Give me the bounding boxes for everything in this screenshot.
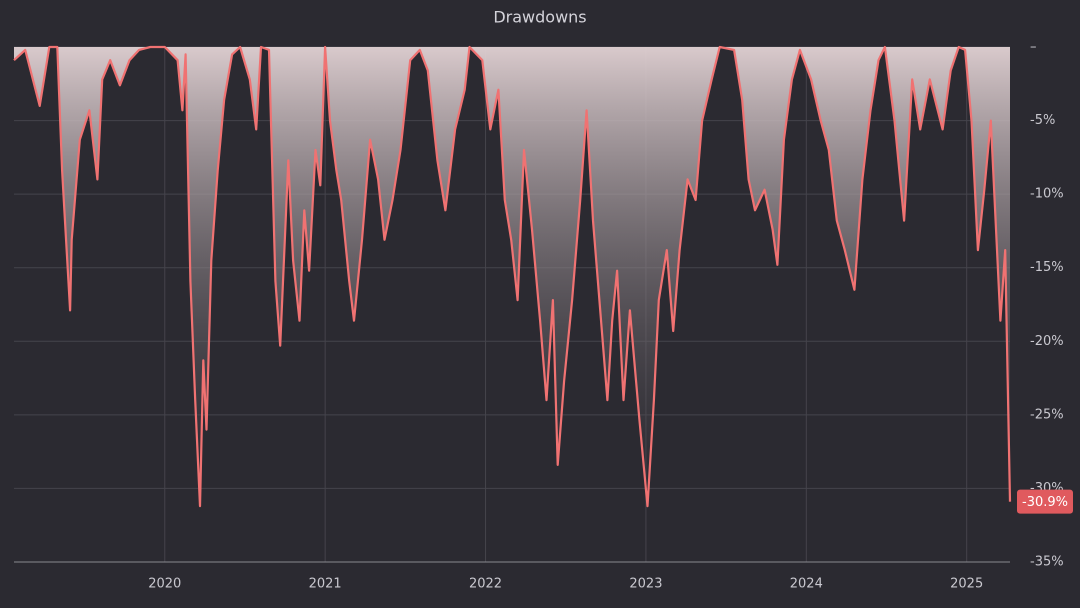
y-tick-label: -10%: [1030, 187, 1064, 202]
y-tick-label: -25%: [1030, 407, 1064, 422]
line: [13, 45, 1012, 508]
chart-title: Drawdowns: [493, 8, 586, 27]
y-tick-label: -5%: [1030, 113, 1055, 128]
area: [14, 47, 1010, 507]
x-tick-label: 2023: [629, 577, 662, 592]
y-tick-label: -15%: [1030, 260, 1064, 275]
value-badge: [1017, 489, 1073, 514]
value-badge-label: -30.9%: [1022, 495, 1068, 510]
y-tick-label: –: [1030, 40, 1037, 55]
y-tick-label: -35%: [1030, 555, 1064, 570]
x-tick-label: 2020: [148, 577, 181, 592]
x-tick-label: 2025: [950, 577, 983, 592]
x-tick-label: 2021: [309, 577, 342, 592]
x-tick-label: 2022: [469, 577, 502, 592]
x-tick-label: 2024: [790, 577, 823, 592]
y-tick-label: -20%: [1030, 334, 1064, 349]
